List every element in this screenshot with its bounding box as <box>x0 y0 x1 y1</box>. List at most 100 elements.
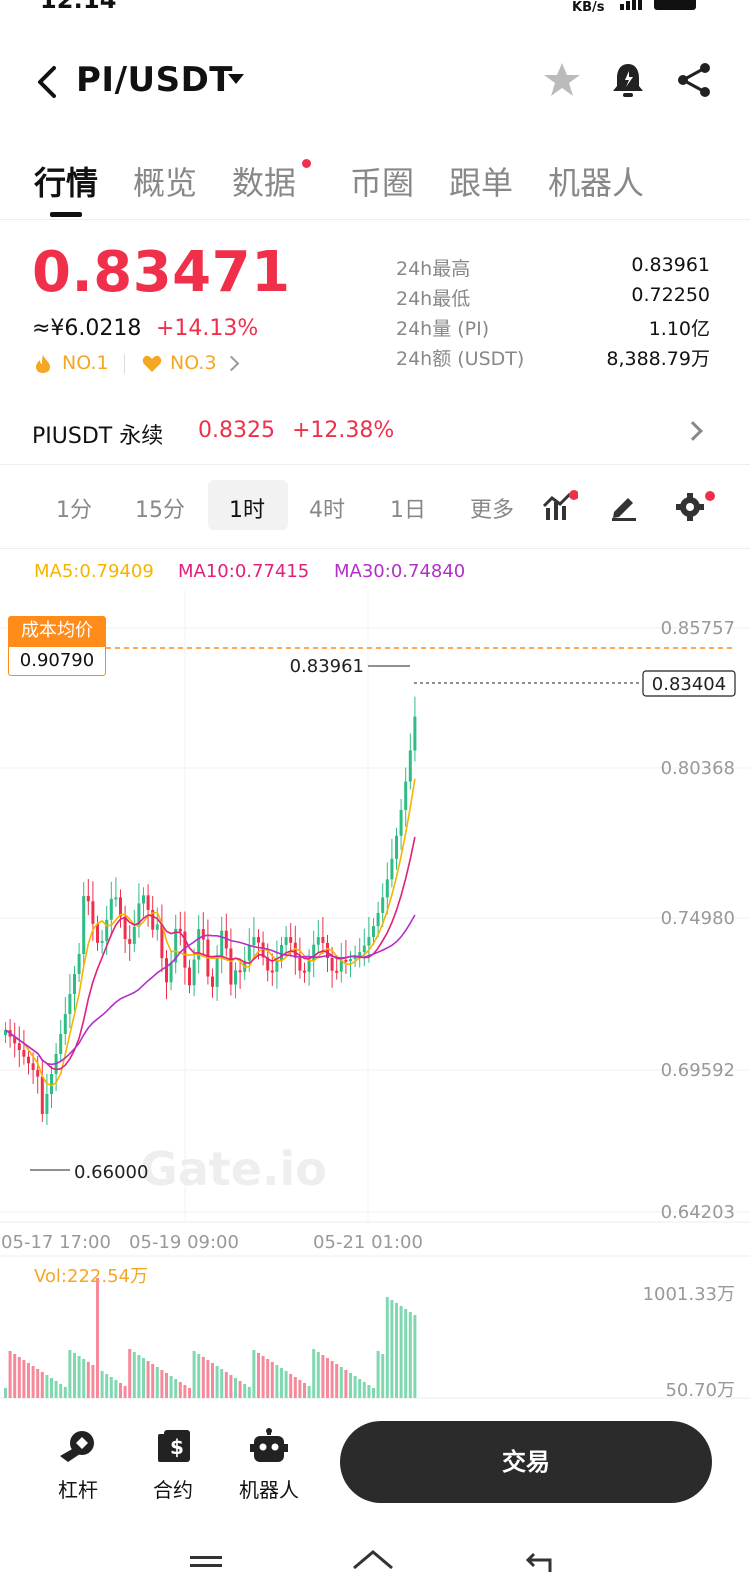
star-icon[interactable] <box>542 60 582 100</box>
candle-body <box>68 994 72 1014</box>
volume-bar <box>27 1363 30 1398</box>
interval-15m[interactable]: 15分 <box>135 498 185 523</box>
ma5-line <box>5 778 416 1087</box>
nav-contract-label[interactable]: 合约 <box>153 1478 193 1502</box>
robot-icon[interactable] <box>250 1428 288 1466</box>
volume-bar <box>234 1378 237 1398</box>
candle-body <box>358 952 362 957</box>
candle-body <box>413 716 417 751</box>
candle-body <box>321 937 325 943</box>
candle-body <box>17 1043 21 1050</box>
share-icon[interactable] <box>674 60 714 100</box>
candle-body <box>395 835 398 859</box>
tab-copy-trading[interactable]: 跟单 <box>449 164 514 202</box>
chevron-left-icon[interactable] <box>30 62 70 102</box>
volume-bar <box>36 1369 40 1398</box>
candle-body <box>266 957 270 971</box>
volume-bar <box>132 1352 136 1398</box>
candle-body <box>220 930 224 957</box>
tab-bots[interactable]: 机器人 <box>548 164 645 202</box>
chevron-right-icon[interactable] <box>683 421 703 441</box>
interval-more[interactable]: 更多 <box>470 498 515 523</box>
volume-bar <box>330 1361 334 1398</box>
signal-battery-icon <box>620 0 696 10</box>
volume-bar <box>215 1366 219 1398</box>
tab-community[interactable]: 币圈 <box>350 164 415 202</box>
bell-icon[interactable] <box>608 60 648 100</box>
tab-market[interactable]: 行情 <box>34 164 99 202</box>
settings-icon[interactable] <box>674 488 718 524</box>
volume-bar <box>243 1384 247 1398</box>
ma30-label: MA30:0.74840 <box>334 561 466 582</box>
stat-low-value: 0.72250 <box>631 284 710 306</box>
interval-1d[interactable]: 1日 <box>390 498 426 523</box>
candle-body <box>132 926 136 944</box>
status-time: 12:14 <box>40 0 117 14</box>
chart-labels: 0.85757 0.80368 0.74980 0.69592 0.64203 05-17… <box>1 618 736 1400</box>
tab-data[interactable]: 数据 <box>232 164 297 202</box>
volume-bar <box>169 1376 173 1398</box>
chevron-right-icon[interactable] <box>223 355 240 372</box>
current-price-box <box>642 670 736 697</box>
chevron-down-icon[interactable] <box>228 74 244 84</box>
volume-bar <box>353 1376 357 1398</box>
candle-body <box>59 1034 63 1054</box>
candle-body <box>174 928 178 963</box>
page-title[interactable]: PI/USDT <box>76 60 233 100</box>
draw-icon[interactable] <box>608 490 640 522</box>
rank-hot[interactable]: NO.1 <box>62 352 109 374</box>
volume-bar <box>17 1357 21 1398</box>
volume-bar <box>275 1365 279 1398</box>
volume-bar <box>77 1356 81 1398</box>
candle-body <box>335 970 339 973</box>
interval-1m[interactable]: 1分 <box>56 498 92 523</box>
volume-bar <box>261 1356 265 1398</box>
ma30-line <box>5 914 416 1066</box>
trade-button[interactable]: 交易 <box>340 1421 712 1503</box>
perpetual-name[interactable]: PIUSDT 永续 <box>32 424 164 449</box>
volume-bar <box>45 1375 49 1398</box>
interval-4h[interactable]: 4时 <box>309 498 345 523</box>
back-icon[interactable] <box>520 1548 560 1574</box>
candle-body <box>82 895 86 954</box>
menu-icon[interactable] <box>186 1548 226 1572</box>
home-icon[interactable] <box>350 1548 396 1574</box>
volume-bar <box>151 1364 155 1398</box>
divider <box>0 548 750 549</box>
leverage-icon[interactable] <box>58 1428 98 1466</box>
candle-body <box>4 1030 7 1035</box>
candle-body <box>252 937 256 946</box>
volume-bar <box>160 1370 164 1398</box>
volume-bars <box>4 1278 417 1398</box>
volume-bar <box>206 1360 210 1398</box>
volume-bar <box>31 1366 35 1398</box>
candle-body <box>192 959 196 986</box>
rank-fav[interactable]: NO.3 <box>170 352 217 374</box>
stat-high-label: 24h最高 <box>396 258 471 280</box>
x-tick-label: 05-21 01:00 <box>313 1232 423 1253</box>
candle-body <box>169 962 173 983</box>
nav-leverage-label[interactable]: 杠杆 <box>58 1478 98 1502</box>
volume-bar <box>146 1361 150 1398</box>
volume-bar <box>174 1379 178 1398</box>
candle-body <box>344 959 348 962</box>
nav-robot-label[interactable]: 机器人 <box>239 1478 299 1502</box>
tab-overview[interactable]: 概览 <box>133 164 198 202</box>
indicator-icon[interactable] <box>542 490 578 522</box>
chart-grid <box>0 590 750 1399</box>
watermark: Gate.io <box>140 1142 327 1196</box>
candle-body <box>128 939 132 944</box>
candle-body <box>63 1014 67 1034</box>
candle-body <box>215 956 219 987</box>
candle-body <box>109 898 113 920</box>
candle-body <box>73 974 76 994</box>
volume-bar <box>413 1315 417 1398</box>
candle-body <box>381 897 385 913</box>
volume-bar <box>165 1373 168 1398</box>
candlestick-chart[interactable]: Gate.io 0.85757 0.80368 0.74980 0.69592 0.64… <box>0 590 750 1400</box>
candle-body <box>211 976 214 987</box>
interval-1h[interactable]: 1时 <box>229 498 265 523</box>
candle-body <box>362 945 366 953</box>
volume-bar <box>358 1379 362 1398</box>
contract-icon[interactable]: $ <box>156 1428 192 1466</box>
